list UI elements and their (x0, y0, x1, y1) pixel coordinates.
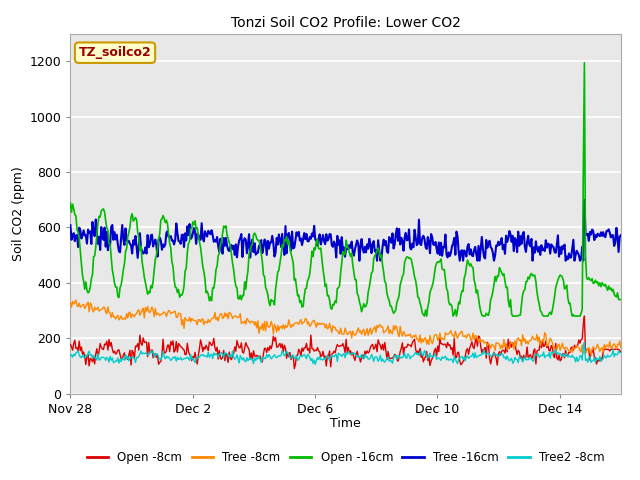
X-axis label: Time: Time (330, 417, 361, 430)
Text: TZ_soilco2: TZ_soilco2 (79, 46, 152, 59)
Y-axis label: Soil CO2 (ppm): Soil CO2 (ppm) (12, 166, 26, 261)
Title: Tonzi Soil CO2 Profile: Lower CO2: Tonzi Soil CO2 Profile: Lower CO2 (230, 16, 461, 30)
Legend: Open -8cm, Tree -8cm, Open -16cm, Tree -16cm, Tree2 -8cm: Open -8cm, Tree -8cm, Open -16cm, Tree -… (82, 446, 609, 469)
